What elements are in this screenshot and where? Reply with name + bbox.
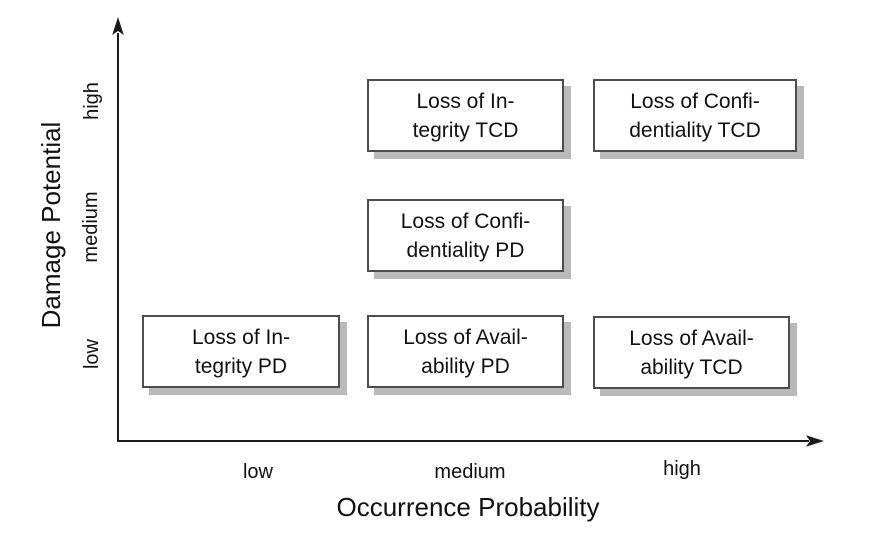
y-axis-title: Damage Potential (36, 121, 66, 329)
node-loss-of-availability-pd: Loss of Avail- ability PD (367, 315, 564, 388)
x-axis-arrowhead-icon (806, 435, 824, 447)
node-loss-of-integrity-tcd: Loss of In- tegrity TCD (367, 79, 564, 152)
x-tick-low: low (242, 461, 274, 483)
node-loss-of-integrity-pd: Loss of In- tegrity PD (142, 315, 340, 388)
x-tick-medium: medium (434, 461, 506, 483)
y-axis-arrowhead-icon (112, 17, 124, 35)
node-loss-of-availability-tcd: Loss of Avail- ability TCD (593, 316, 790, 389)
node-loss-of-confidentiality-tcd: Loss of Confi- dentiality TCD (593, 79, 797, 152)
x-tick-high: high (663, 458, 701, 480)
node-loss-of-confidentiality-pd: Loss of Confi- dentiality PD (367, 199, 564, 272)
y-tick-high: high (81, 82, 103, 120)
x-axis-title: Occurrence Probability (336, 492, 600, 522)
y-tick-medium: medium (80, 191, 102, 263)
y-tick-low: low (81, 338, 103, 370)
